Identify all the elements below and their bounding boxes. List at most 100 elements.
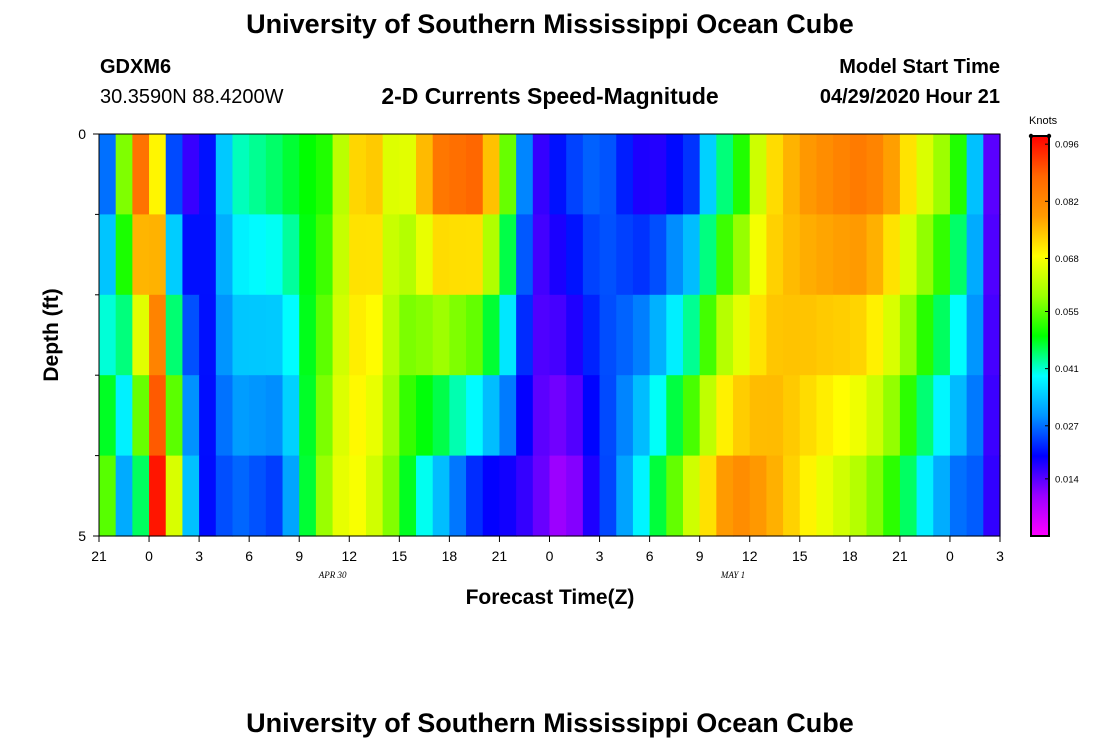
heatmap-cell: [783, 375, 801, 457]
heatmap-cell: [532, 214, 551, 296]
heatmap-cell: [983, 214, 1001, 296]
heatmap-cell: [232, 294, 250, 376]
heatmap-cell: [699, 375, 717, 457]
heatmap-cell: [215, 214, 234, 296]
heatmap-cell: [599, 455, 617, 537]
heatmap-cell: [733, 134, 751, 215]
heatmap-cell: [916, 294, 934, 376]
heatmap-cell: [315, 214, 334, 296]
heatmap-cell: [833, 375, 851, 457]
heatmap-cell: [866, 375, 884, 457]
heatmap-cell: [749, 134, 768, 215]
heatmap-cell: [215, 375, 234, 457]
heatmap-cell: [265, 455, 284, 537]
heatmap-cell: [466, 214, 484, 296]
heatmap-cell: [115, 294, 133, 376]
heatmap-cell: [833, 134, 851, 215]
heatmap-cell: [899, 134, 918, 215]
heatmap-cell: [149, 214, 167, 296]
heatmap-cell: [99, 294, 117, 376]
heatmap-cell: [632, 455, 651, 537]
heatmap-cell: [516, 134, 534, 215]
heatmap-cell: [582, 134, 601, 215]
heatmap-cell: [499, 455, 517, 537]
x-tick-label: 15: [392, 548, 408, 564]
x-tick-label: 18: [442, 548, 458, 564]
heatmap-cell: [282, 375, 300, 457]
model-start-value: 04/29/2020 Hour 21: [819, 86, 1000, 108]
heatmap-cell: [182, 375, 200, 457]
heatmap-cell: [299, 294, 317, 376]
heatmap-cell: [699, 455, 717, 537]
heatmap-cell: [199, 214, 217, 296]
colorbar-tick-label: 0.082: [1055, 197, 1079, 208]
heatmap-cell: [99, 134, 117, 215]
heatmap-cell: [315, 134, 334, 215]
heatmap-cell: [365, 134, 384, 215]
heatmap-cell: [749, 294, 768, 376]
heatmap-cell: [599, 294, 617, 376]
heatmap-cell: [382, 294, 400, 376]
heatmap-cell: [466, 375, 484, 457]
heatmap-cell: [265, 214, 284, 296]
heatmap-cell: [649, 294, 667, 376]
heatmap-cell: [149, 294, 167, 376]
heatmap-cell: [499, 214, 517, 296]
heatmap-cell: [482, 294, 501, 376]
heatmap-cell: [866, 134, 884, 215]
heatmap-cell: [482, 214, 501, 296]
heatmap-cell: [716, 294, 734, 376]
heatmap-cell: [449, 214, 467, 296]
heatmap-cell: [416, 375, 434, 457]
heatmap-cell: [399, 455, 417, 537]
heatmap-cell: [733, 455, 751, 537]
heatmap-cell: [215, 294, 234, 376]
heatmap-cell: [866, 214, 884, 296]
heatmap-cell: [165, 214, 184, 296]
x-tick-label: 21: [492, 548, 508, 564]
heatmap-cell: [149, 134, 167, 215]
heatmap-cell: [432, 134, 450, 215]
heatmap-cell: [883, 375, 901, 457]
heatmap-cell: [215, 134, 234, 215]
heatmap-cell: [382, 455, 400, 537]
heatmap-cell: [299, 134, 317, 215]
heatmap-cell: [282, 294, 300, 376]
heatmap-cell: [315, 455, 334, 537]
colorbar-tick-label: 0.041: [1055, 364, 1079, 375]
heatmap-cell: [199, 134, 217, 215]
heatmap-chart: 21 0 3 6 9 12 15 18 21 0 3 6 9 12 15 18 21 0 3 APR 30 MAY 1 0…: [40, 115, 1079, 609]
heatmap-cell: [132, 294, 150, 376]
heatmap-cell: [566, 455, 584, 537]
model-start-label: Model Start Time: [839, 56, 1000, 78]
heatmap-cell: [365, 375, 384, 457]
heatmap-cell: [766, 375, 784, 457]
heatmap-cell: [799, 455, 818, 537]
heatmap-cell: [199, 294, 217, 376]
station-coordinates: 30.3590N 88.4200W: [100, 86, 284, 108]
heatmap-cell: [949, 294, 968, 376]
heatmap-cell: [449, 455, 467, 537]
heatmap-cell: [749, 455, 768, 537]
station-id: GDXM6: [100, 56, 172, 78]
heatmap-cell: [399, 294, 417, 376]
heatmap-cell: [532, 134, 551, 215]
heatmap-cell: [866, 455, 884, 537]
heatmap-cell: [349, 294, 367, 376]
y-axis-label: Depth (ft): [40, 288, 63, 381]
heatmap-cell: [966, 134, 984, 215]
heatmap-cell: [766, 134, 784, 215]
heatmap-cell: [499, 375, 517, 457]
heatmap-cell: [916, 214, 934, 296]
colorbar-marker: [1028, 133, 1034, 139]
heatmap-cell: [582, 214, 601, 296]
heatmap-cell: [249, 455, 267, 537]
heatmap-cell: [616, 134, 634, 215]
heatmap-cell: [599, 134, 617, 215]
heatmap-cell: [299, 214, 317, 296]
heatmap-cell: [332, 455, 350, 537]
heatmap-cell: [532, 294, 551, 376]
heatmap-cell: [849, 134, 868, 215]
heatmap-cell: [983, 375, 1001, 457]
x-tick-label: 9: [696, 548, 704, 564]
